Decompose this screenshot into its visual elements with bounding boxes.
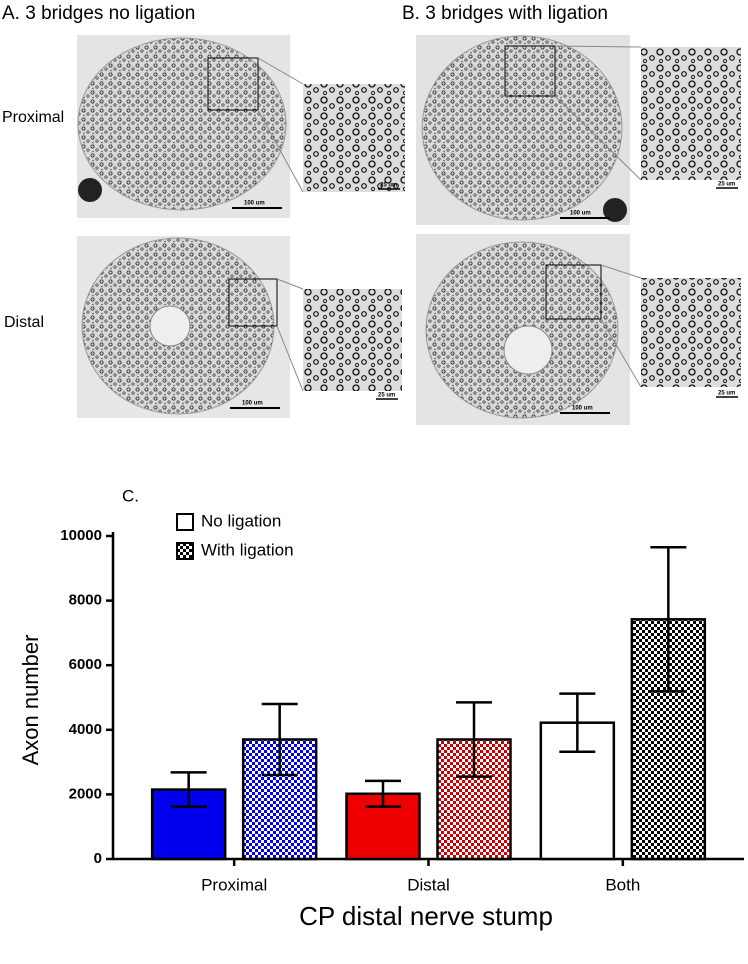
- y-axis-label: Axon number: [18, 635, 43, 766]
- legend-swatch: [176, 542, 194, 560]
- micrograph: 100 um 25 um: [77, 236, 402, 418]
- panel-title: A. 3 bridges no ligation: [2, 3, 195, 24]
- y-tick-label: 10000: [60, 527, 102, 544]
- y-tick-label: 8000: [69, 592, 102, 609]
- micrograph: 100 um 25 um: [416, 35, 741, 225]
- panel-title: B. 3 bridges with ligation: [402, 3, 608, 24]
- scale-label: 100 um: [244, 201, 265, 207]
- scale-label: 25 um: [380, 183, 397, 189]
- panel-label: C.: [122, 486, 139, 505]
- x-tick-label: Both: [605, 875, 640, 894]
- micrograph: 100 um 25 um: [416, 234, 741, 425]
- legend-swatch: [176, 513, 194, 531]
- x-axis-label: CP distal nerve stump: [299, 901, 553, 931]
- legend-label: No ligation: [201, 511, 281, 530]
- y-tick-label: 4000: [69, 721, 102, 738]
- y-tick-label: 6000: [69, 656, 102, 673]
- row-label: Proximal: [2, 109, 64, 126]
- scale-label: 100 um: [570, 211, 591, 217]
- micrograph: 100 um 25 um: [77, 35, 405, 218]
- y-tick-label: 0: [94, 850, 102, 867]
- row-label: Distal: [4, 314, 44, 331]
- legend-label: With ligation: [201, 540, 294, 559]
- scale-label: 100 um: [572, 406, 593, 412]
- y-tick-label: 2000: [69, 785, 102, 802]
- scale-label: 100 um: [242, 401, 263, 407]
- scale-label: 25 um: [718, 182, 735, 188]
- scale-label: 25 um: [378, 393, 395, 399]
- scale-label: 25 um: [718, 391, 735, 397]
- x-tick-label: Distal: [407, 875, 450, 894]
- x-tick-label: Proximal: [201, 875, 267, 894]
